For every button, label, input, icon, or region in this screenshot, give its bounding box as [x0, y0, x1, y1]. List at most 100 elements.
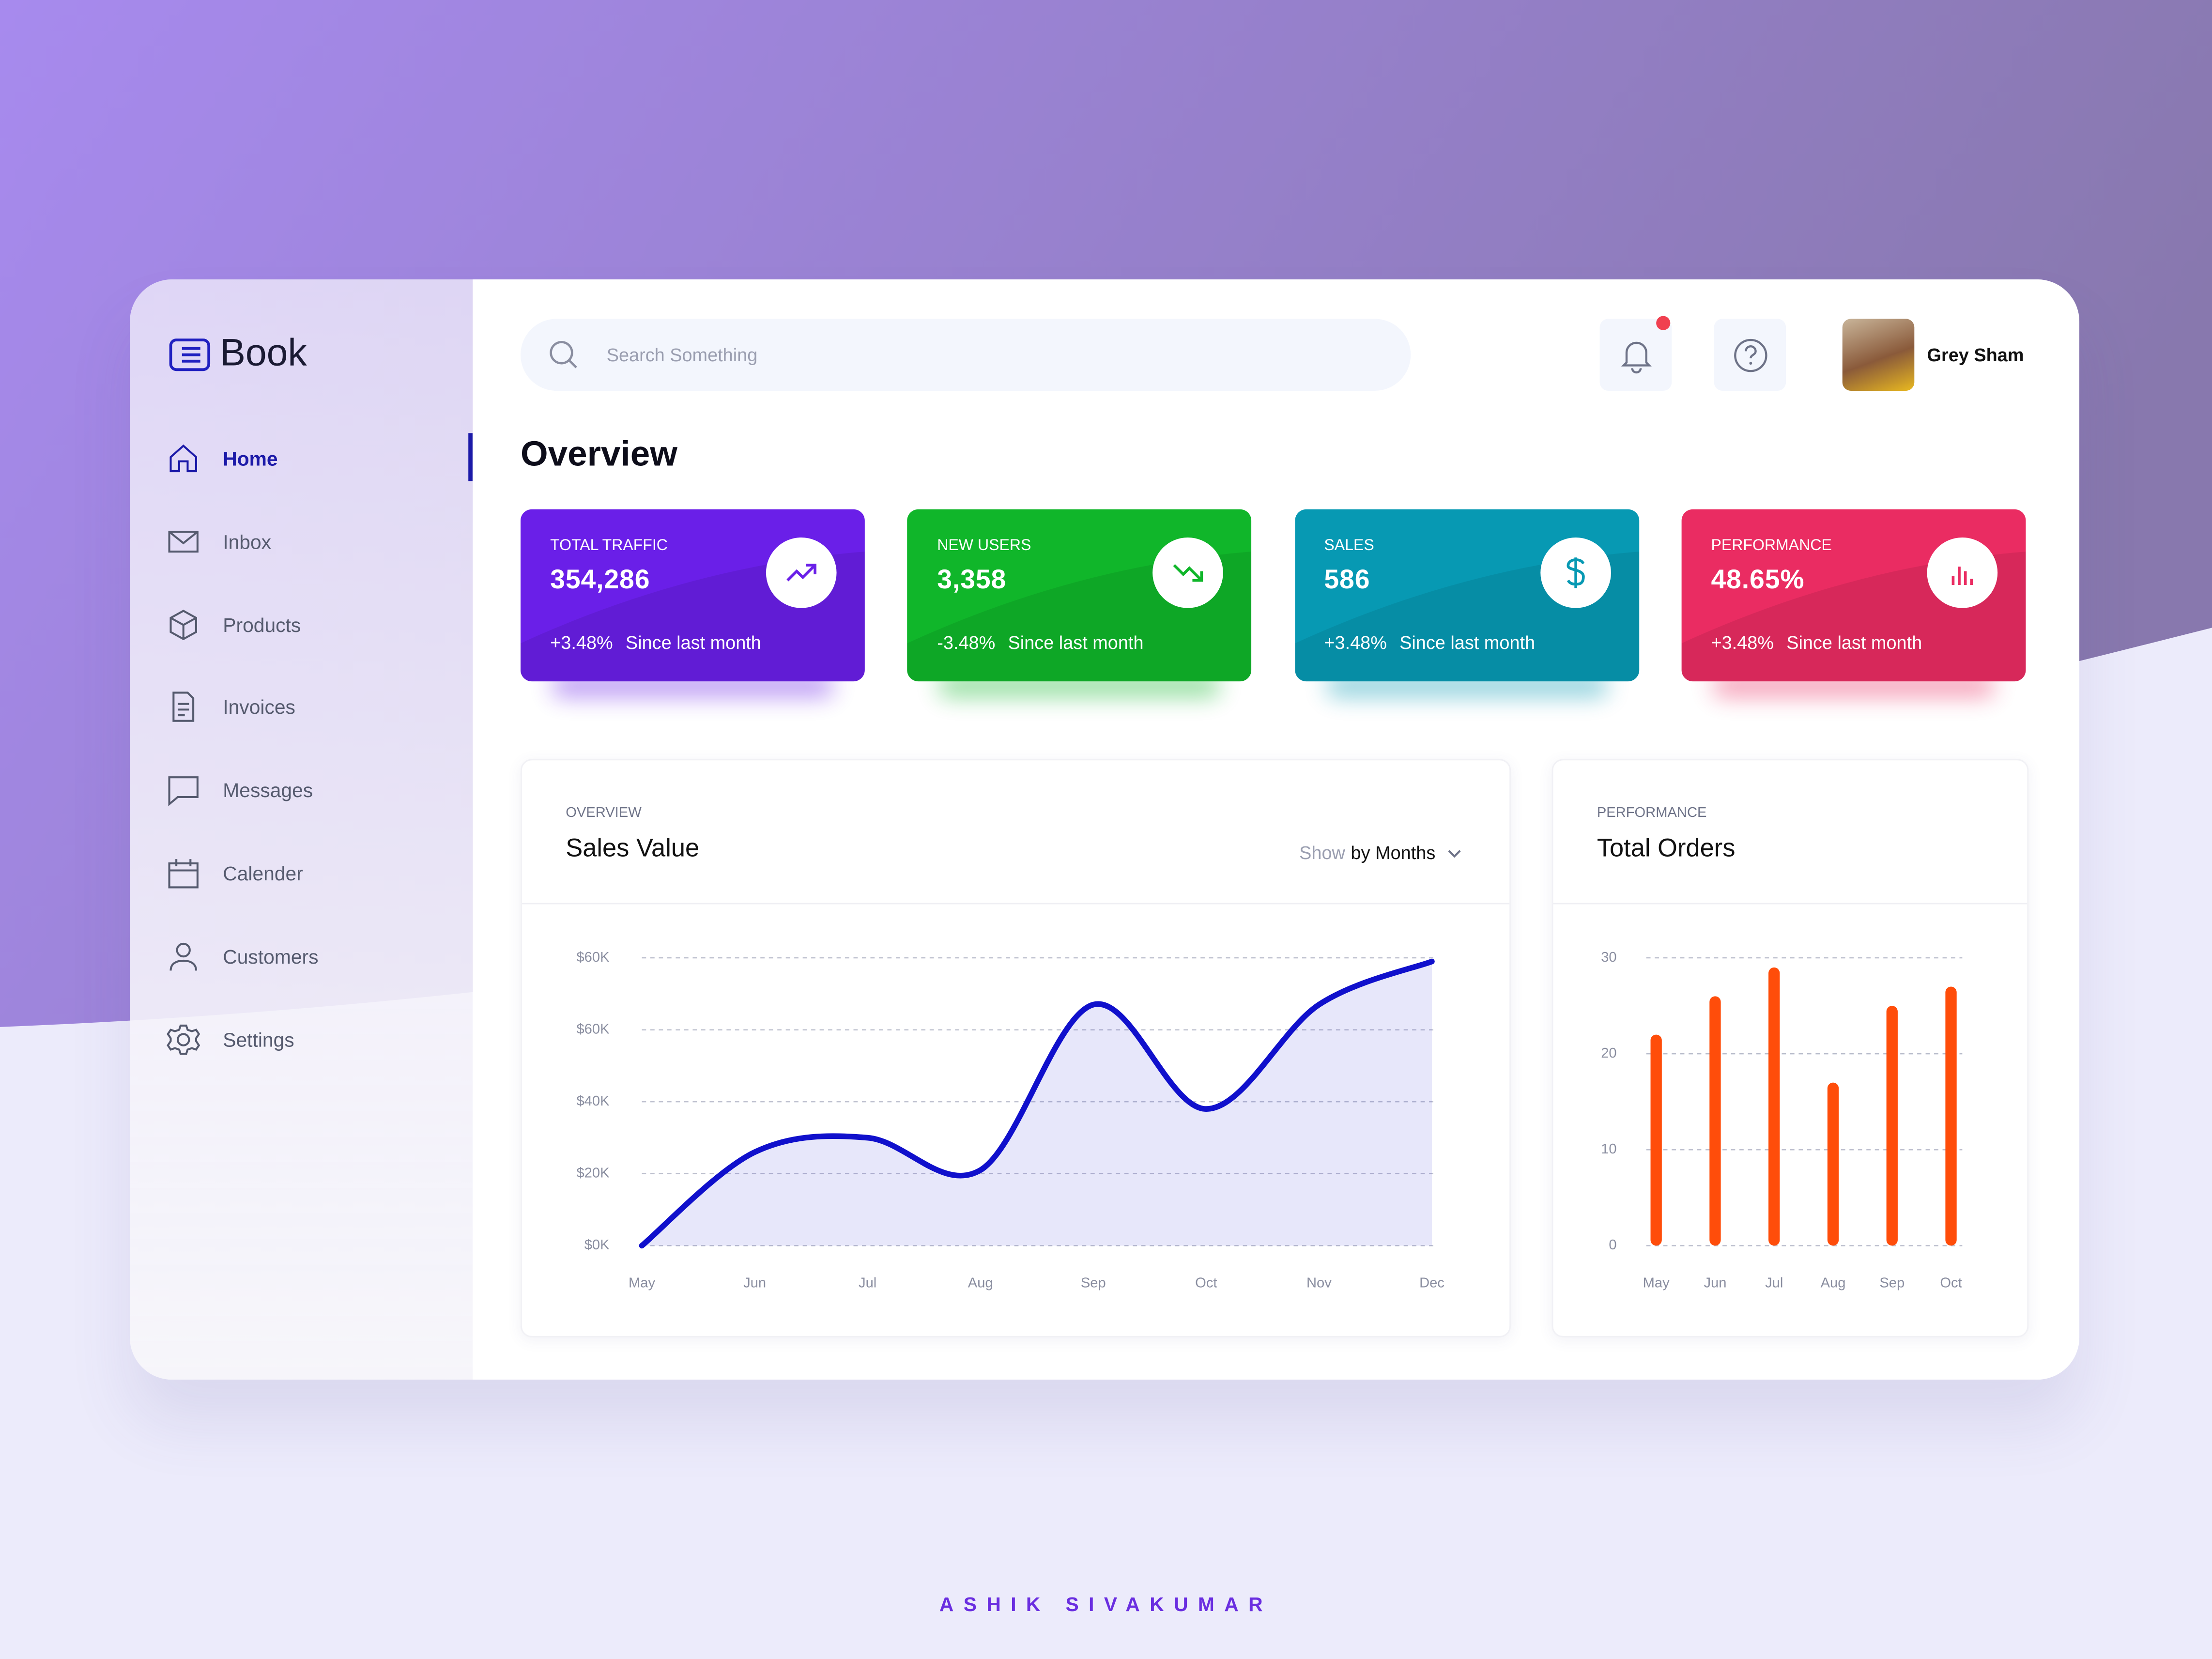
bar	[1827, 1082, 1839, 1246]
x-tick-label: Nov	[1306, 1275, 1332, 1291]
stat-icon	[766, 537, 837, 608]
y-tick-label: $60K	[576, 950, 610, 965]
stat-icon-shape	[1173, 564, 1204, 582]
search-icon	[550, 341, 577, 369]
select-label: Show	[1299, 842, 1345, 863]
nav-item[interactable]: Customers	[167, 935, 319, 977]
line	[639, 958, 1435, 1249]
bar	[1945, 986, 1957, 1246]
stat-icon-svg	[1566, 557, 1584, 588]
panel-title: Total Orders	[1597, 833, 1736, 862]
panel-divider	[522, 903, 1510, 905]
sales-chart: $0K $20K $40K $60K $60K May Jun Jul Aug Sep Oct Nov…	[576, 950, 1444, 1291]
nav-icon	[167, 1024, 200, 1055]
nav-label: Inbox	[223, 530, 272, 553]
orders-panel: PERFORMANCE Total Orders 0 10 20 30 May Jun Ju…	[1551, 759, 2029, 1337]
nav-label: Home	[223, 447, 278, 470]
nav-label: Calender	[223, 862, 303, 885]
x-tick-label: Aug	[968, 1275, 993, 1291]
nav-icon	[172, 692, 195, 722]
x-tick-label: Jun	[743, 1275, 766, 1291]
stat-value: 48.65%	[1711, 566, 1805, 596]
stat-note: Since last month	[625, 632, 761, 653]
nav-item[interactable]: Messages	[167, 769, 313, 811]
nav-label: Settings	[223, 1028, 294, 1051]
help-icon	[1734, 338, 1767, 372]
panel-kicker: PERFORMANCE	[1597, 805, 1707, 821]
notifications[interactable]	[1599, 316, 1672, 391]
stat-icon	[1540, 537, 1611, 608]
nav-icon	[168, 859, 199, 889]
stat-icon-svg	[786, 564, 816, 582]
nav-item[interactable]: Settings	[167, 1018, 294, 1060]
x-tick-label: Jun	[1704, 1275, 1726, 1291]
x-tick-label: Jul	[1765, 1275, 1783, 1291]
stat-note: Since last month	[1399, 632, 1536, 653]
stat-label: PERFORMANCE	[1711, 537, 1832, 554]
x-tick-label: Jul	[859, 1275, 876, 1291]
nav-icon	[168, 530, 199, 553]
stat-card: PERFORMANCE 48.65% +3.48% Since last month	[1681, 509, 2026, 682]
nav-icon	[169, 609, 197, 640]
stat-value: 586	[1324, 566, 1370, 596]
nav-icon-shape	[167, 1024, 200, 1055]
stat-change-value: +3.48%	[1711, 632, 1774, 653]
stat-card: TOTAL TRAFFIC 354,286 +3.48% Since last mon…	[520, 509, 865, 682]
stat-label: NEW USERS	[937, 537, 1031, 554]
nav-label: Customers	[223, 945, 319, 968]
brand-icon	[169, 338, 211, 371]
nav-icon-shape	[169, 942, 197, 970]
nav-icon-shape	[169, 609, 197, 640]
avatar[interactable]	[1842, 319, 1915, 391]
orders-chart: 0 10 20 30 May Jun Jul Aug Sep Oct	[1601, 950, 1963, 1291]
nav-label: Invoices	[223, 696, 295, 719]
nav-icon-shape	[168, 530, 199, 553]
stat-note: Since last month	[1786, 632, 1922, 653]
stat-change: +3.48% Since last month	[550, 632, 761, 653]
nav-item[interactable]: Calender	[167, 852, 303, 894]
search-placeholder: Search Something	[606, 344, 758, 366]
stat-card: SALES 586 +3.48% Since last month	[1294, 509, 1639, 682]
main: Search Something Grey Sham Overview TOTA…	[472, 279, 2080, 1380]
y-tick-label: $20K	[576, 1166, 610, 1181]
stat-label: SALES	[1324, 537, 1374, 554]
search-box[interactable]: Search Something	[520, 319, 1411, 391]
nav-item[interactable]: Home	[167, 437, 278, 479]
stat-icon-svg	[1951, 567, 1973, 585]
x-tick-label: Aug	[1821, 1275, 1846, 1291]
bar	[1768, 967, 1780, 1246]
user-name: Grey Sham	[1927, 344, 2024, 366]
period-select[interactable]: Show by Months	[1299, 842, 1463, 863]
area	[642, 961, 1432, 1246]
stat-change-value: +3.48%	[550, 632, 613, 653]
stat-icon	[1153, 537, 1224, 608]
chevron	[1447, 849, 1460, 857]
help[interactable]	[1714, 319, 1786, 391]
nav-item[interactable]: Products	[167, 603, 301, 645]
nav-icon-shape	[168, 859, 199, 889]
y-tick-label: 20	[1601, 1045, 1616, 1061]
stat-value: 354,286	[550, 566, 650, 596]
y-tick-label: 10	[1601, 1141, 1616, 1157]
panel-divider	[1553, 903, 2028, 905]
y-tick-label: $60K	[576, 1021, 610, 1037]
nav-item[interactable]: Inbox	[167, 520, 271, 562]
active-indicator	[468, 433, 473, 481]
stat-icon-shape	[786, 564, 816, 582]
stat-label: TOTAL TRAFFIC	[550, 537, 668, 554]
stat-change: +3.48% Since last month	[1324, 632, 1535, 653]
y-tick-label: $40K	[576, 1093, 610, 1109]
nav-icon	[169, 942, 197, 970]
nav-item[interactable]: Invoices	[167, 686, 295, 728]
x-tick-label: May	[1643, 1275, 1670, 1291]
nav-label: Messages	[223, 779, 313, 802]
stat-icon-svg	[1173, 564, 1204, 582]
x-tick-label: Dec	[1419, 1275, 1444, 1291]
nav-icon	[169, 444, 197, 473]
bar	[1886, 1006, 1898, 1246]
stat-icon-shape	[1951, 567, 1973, 585]
x-tick-label: Sep	[1081, 1275, 1106, 1291]
nav-icon-shape	[169, 444, 197, 473]
